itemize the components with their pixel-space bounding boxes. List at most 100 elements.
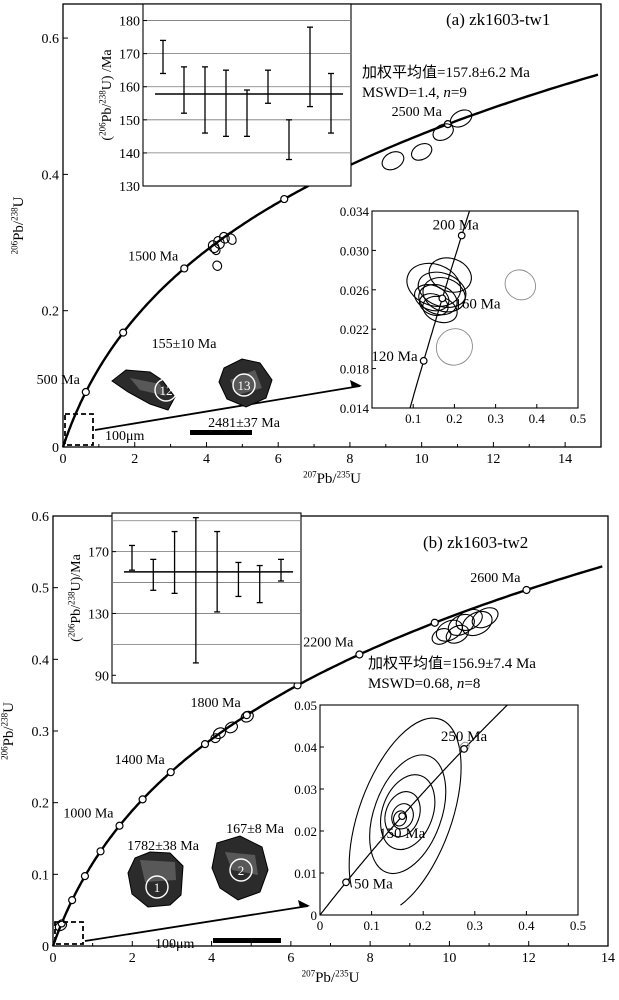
- scale-bar: [213, 938, 281, 943]
- y-tick-label: 0: [52, 441, 59, 456]
- panel-a-concordia: 0 2 4 6 8 10 12 1400.20.40.6207Pb/235U206Pb/238…: [9, 3, 602, 487]
- error-ellipse: [432, 123, 454, 142]
- grain-age-label: 155±10 Ma: [152, 337, 218, 352]
- zoom-arrow: [84, 905, 309, 942]
- inset-y-tick-label: 0.04: [294, 740, 317, 755]
- x-tick-label: 14: [601, 951, 615, 966]
- error-ellipse: [431, 627, 452, 645]
- inset-x-tick-label: 0.3: [487, 411, 503, 426]
- inset-concordia: [320, 705, 509, 915]
- inset-ellipse: [435, 328, 473, 366]
- concordia-age-marker: [119, 328, 128, 337]
- inset-x-tick-label: 0.4: [529, 411, 546, 426]
- concordia-age-label: 1000 Ma: [63, 807, 114, 822]
- panel-b-concordia: 0 2 4 6 8 10 12 1400.10.20.30.40.50.6207Pb/235U…: [0, 510, 615, 986]
- inset-x-tick-label: 0.1: [363, 918, 379, 933]
- panel-label: (a) zk1603-tw1: [446, 10, 550, 29]
- error-ellipse: [240, 710, 254, 723]
- grain-age-label: 167±8 Ma: [226, 822, 285, 837]
- concordia-age-label: 2600 Ma: [470, 571, 521, 586]
- x-tick-label: 6: [275, 452, 282, 467]
- concordia-age-marker: [96, 847, 105, 856]
- error-ellipse: [219, 231, 230, 244]
- x-tick-label: 14: [558, 452, 572, 467]
- inset-x-tick-label: 0.2: [415, 918, 431, 933]
- weighted-mean-text: 加权平均值=157.8±6.2 Ma: [362, 64, 530, 81]
- concordia-age-marker: [68, 896, 77, 905]
- wm-y-tick-label: 150: [119, 114, 140, 129]
- error-ellipse: [212, 260, 223, 271]
- error-ellipse: [410, 143, 433, 161]
- scale-bar: [190, 430, 252, 435]
- concordia-age-label: 2500 Ma: [392, 105, 443, 120]
- zircon-grain: 1: [127, 851, 184, 908]
- x-tick-label: 12: [522, 951, 536, 966]
- inset-age-marker: [419, 356, 428, 365]
- inset-age-marker: [438, 294, 447, 303]
- arrow-head: [350, 380, 362, 388]
- y-tick-label: 0.4: [32, 653, 50, 668]
- concordia-curve: [51, 565, 603, 947]
- inset-y-tick-label: 0.022: [340, 322, 369, 337]
- concordia-age-marker: [280, 194, 289, 204]
- inset-ellipse: [380, 774, 436, 851]
- error-ellipse: [381, 151, 405, 171]
- grain-age-label: 1782±38 Ma: [127, 839, 200, 854]
- inset-frame: [371, 210, 579, 409]
- error-ellipse: [210, 243, 221, 256]
- concordia-age-label: 1400 Ma: [115, 753, 166, 768]
- error-ellipse: [210, 733, 221, 744]
- wm-y-axis-title: (206Pb/238U) /Ma: [98, 49, 115, 141]
- spot-circle: [232, 373, 256, 397]
- inset-age-label: 250 Ma: [441, 729, 488, 745]
- error-ellipse: [455, 608, 483, 631]
- concordia-age-marker: [138, 795, 147, 804]
- x-axis-title: 207Pb/235U: [303, 469, 361, 487]
- inset-y-tick-label: 0: [311, 908, 318, 923]
- concordia-age-label: 1500 Ma: [128, 249, 179, 264]
- y-tick-label: 0.5: [32, 582, 50, 597]
- concordia-age-label: 2200 Ma: [303, 636, 354, 651]
- zoom-arrow: [94, 385, 361, 431]
- inset-x-tick-label: 0.5: [570, 918, 586, 933]
- wm-y-axis-title: (206Pb/238U)/Ma: [67, 553, 84, 641]
- zircon-grain: 12: [111, 369, 178, 411]
- inset-y-tick-label: 0.034: [340, 204, 370, 219]
- zircon-grain: 2: [211, 835, 269, 901]
- y-tick-label: 0.1: [32, 868, 50, 883]
- wm-y-tick-label: 170: [119, 48, 140, 63]
- error-ellipse: [445, 624, 470, 644]
- inset-y-tick-label: 0.026: [340, 283, 370, 298]
- weighted-mean-frame: [111, 512, 302, 684]
- spot-id: 13: [238, 378, 251, 393]
- y-tick-label: 0.6: [42, 32, 60, 47]
- y-tick-label: 0.2: [42, 305, 60, 320]
- concordia-age-marker: [115, 821, 124, 830]
- zoom-box: [64, 413, 94, 446]
- concordia-age-marker: [80, 871, 90, 881]
- zircon-grain-band: [225, 852, 258, 875]
- concordia-age-label: 1800 Ma: [191, 696, 242, 711]
- error-ellipse: [449, 109, 473, 128]
- spot-circle: [229, 858, 253, 882]
- inset-ellipse: [406, 262, 462, 307]
- mswd-text: MSWD=1.4, n=9: [362, 85, 467, 101]
- wm-y-tick-label: 170: [88, 546, 109, 561]
- error-ellipse: [224, 721, 239, 734]
- inset-ellipse: [418, 293, 449, 317]
- grain-age-label: 2481±37 Ma: [208, 416, 281, 431]
- inset-ellipse: [392, 810, 408, 827]
- inset-ellipse: [428, 257, 472, 293]
- inset-ellipse: [422, 277, 466, 313]
- inset-age-marker: [457, 231, 466, 240]
- spot-id: 12: [160, 383, 173, 398]
- arrow-head: [298, 900, 310, 908]
- x-tick-label: 2: [131, 452, 138, 467]
- inset-age-label: 50 Ma: [354, 876, 393, 892]
- spot-id: 2: [238, 863, 245, 878]
- wm-y-tick-label: 130: [119, 180, 140, 195]
- wm-y-tick-label: 140: [119, 147, 140, 162]
- x-tick-label: 2: [129, 951, 136, 966]
- concordia-age-marker: [81, 387, 90, 397]
- x-tick-label: 0: [50, 951, 57, 966]
